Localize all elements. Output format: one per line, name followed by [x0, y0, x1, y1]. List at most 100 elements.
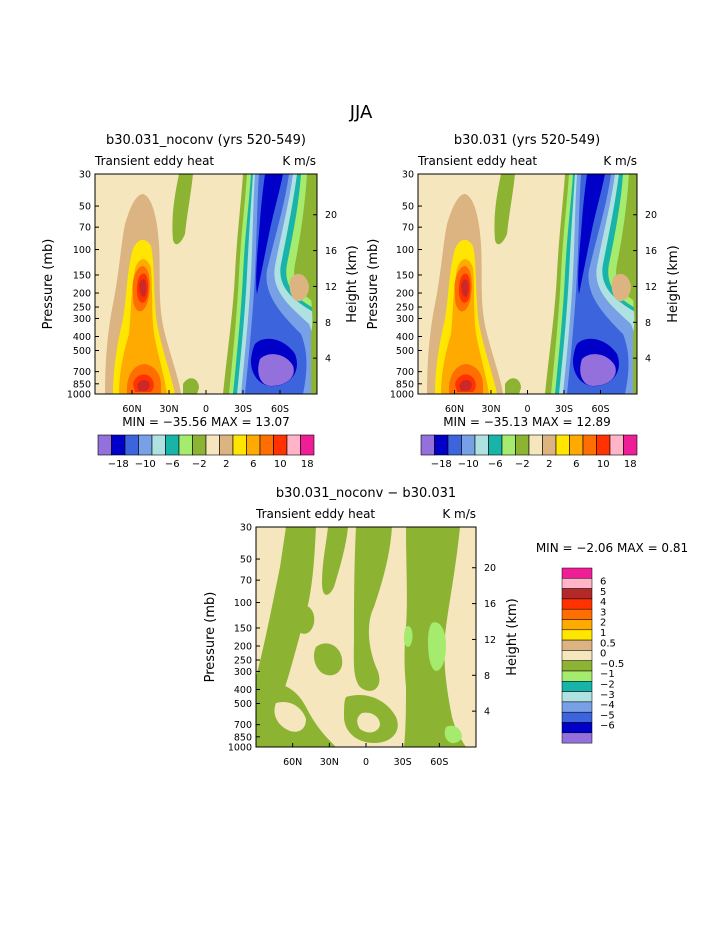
- lat-tick-label: 30N: [481, 404, 500, 415]
- pressure-tick-label: 1000: [67, 390, 91, 401]
- height-tick-label: 8: [325, 318, 331, 329]
- colorbar-label: 10: [597, 459, 610, 470]
- colorbar-label: 2: [546, 459, 552, 470]
- panel2-colorbar: −18 −10 −6 −2 2 6 10 18: [420, 434, 638, 470]
- lat-tick-label: 30N: [159, 404, 178, 415]
- colorbar-label: −2: [600, 679, 615, 690]
- panel1-height-axis: 20 16 12 8 4: [313, 210, 337, 365]
- colorbar-swatch: [232, 434, 247, 456]
- colorbar-swatch: [286, 434, 301, 456]
- colorbar-swatch: [205, 434, 220, 456]
- pressure-tick-label: 100: [396, 245, 414, 256]
- colorbar-label: −18: [108, 459, 129, 470]
- colorbar-swatch: [434, 434, 449, 456]
- pressure-tick-label: 850: [73, 379, 91, 390]
- colorbar-swatch: [219, 434, 234, 456]
- pressure-tick-label: 70: [240, 576, 252, 587]
- panel-control: b30.031 (yrs 520-549) Transient eddy hea…: [366, 133, 681, 470]
- panel3-height-axis: 20 16 12 8 4: [472, 563, 496, 718]
- panel1-units: K m/s: [282, 154, 316, 168]
- lat-tick-label: 60N: [445, 404, 464, 415]
- colorbar-swatch: [273, 434, 288, 456]
- height-tick-label: 20: [484, 563, 496, 574]
- panel2-title: b30.031 (yrs 520-549): [454, 133, 600, 148]
- colorbar-label: 18: [301, 459, 314, 470]
- pressure-tick-label: 200: [396, 289, 414, 300]
- lat-tick-label: 0: [524, 404, 530, 415]
- colorbar-swatch: [561, 598, 593, 610]
- colorbar-label: −6: [488, 459, 503, 470]
- colorbar-swatch: [151, 434, 166, 456]
- colorbar-label: −18: [431, 459, 452, 470]
- panel2-height-axis: 20 16 12 8 4: [633, 210, 657, 365]
- colorbar-swatch: [447, 434, 462, 456]
- colorbar-swatch: [461, 434, 476, 456]
- page-title: JJA: [349, 102, 373, 123]
- height-tick-label: 12: [484, 635, 496, 646]
- colorbar-label: −1: [600, 669, 615, 680]
- panel2-contours: [418, 174, 637, 394]
- colorbar-swatch: [420, 434, 435, 456]
- panel1-stats: MIN = −35.56 MAX = 13.07: [122, 415, 290, 429]
- pressure-tick-label: 150: [396, 270, 414, 281]
- height-tick-label: 12: [325, 282, 337, 293]
- panel1-contours: [95, 174, 317, 394]
- height-tick-label: 4: [645, 354, 651, 365]
- lat-tick-label: 60S: [430, 757, 448, 768]
- height-tick-label: 4: [484, 707, 490, 718]
- colorbar-swatch: [246, 434, 261, 456]
- height-tick-label: 16: [645, 246, 657, 257]
- pressure-tick-label: 50: [79, 202, 91, 213]
- colorbar-swatch: [561, 629, 593, 641]
- pressure-tick-label: 250: [73, 303, 91, 314]
- pressure-tick-label: 1000: [390, 390, 414, 401]
- pressure-tick-label: 50: [240, 555, 252, 566]
- panel-difference: b30.031_noconv − b30.031 Transient eddy …: [203, 486, 688, 768]
- colorbar-label: 6: [250, 459, 256, 470]
- pressure-tick-label: 200: [73, 289, 91, 300]
- colorbar-swatch: [488, 434, 503, 456]
- colorbar-swatch: [561, 619, 593, 631]
- lat-tick-label: 30S: [234, 404, 252, 415]
- colorbar-swatch: [501, 434, 516, 456]
- colorbar-swatch: [528, 434, 543, 456]
- panel3-stats: MIN = −2.06 MAX = 0.81: [536, 541, 688, 555]
- height-tick-label: 20: [645, 210, 657, 221]
- colorbar-swatch: [561, 701, 593, 713]
- panel3-units: K m/s: [442, 507, 476, 521]
- colorbar-label: −0.5: [600, 659, 624, 670]
- panel3-subtitle: Transient eddy heat: [255, 507, 375, 521]
- pressure-tick-label: 300: [396, 314, 414, 325]
- panel3-ylabel: Pressure (mb): [203, 592, 218, 683]
- colorbar-label: −10: [458, 459, 479, 470]
- colorbar-swatch: [111, 434, 126, 456]
- height-tick-label: 20: [325, 210, 337, 221]
- colorbar-swatch: [561, 732, 593, 744]
- panel1-ylabel: Pressure (mb): [41, 239, 56, 330]
- colorbar-label: 3: [600, 607, 606, 618]
- colorbar-swatch: [515, 434, 530, 456]
- pressure-tick-label: 200: [234, 642, 252, 653]
- panel3-ylabel-right: Height (km): [505, 598, 520, 675]
- pressure-tick-label: 250: [396, 303, 414, 314]
- colorbar-label: −6: [600, 721, 615, 732]
- colorbar-label: 18: [624, 459, 637, 470]
- colorbar-label: 10: [274, 459, 287, 470]
- panel3-contours: [256, 527, 476, 747]
- colorbar-swatch: [97, 434, 112, 456]
- colorbar-swatch: [561, 608, 593, 620]
- colorbar-label: −2: [192, 459, 207, 470]
- panel2-units: K m/s: [603, 154, 637, 168]
- colorbar-swatch: [561, 650, 593, 661]
- pressure-tick-label: 300: [73, 314, 91, 325]
- panel2-ylabel: Pressure (mb): [366, 239, 381, 330]
- pressure-tick-label: 1000: [228, 743, 252, 754]
- panel2-ylabel-right: Height (km): [666, 245, 681, 322]
- colorbar-label: 2: [600, 618, 606, 629]
- colorbar-swatch: [561, 722, 593, 734]
- lat-tick-label: 30S: [394, 757, 412, 768]
- panel2-stats: MIN = −35.13 MAX = 12.89: [443, 415, 611, 429]
